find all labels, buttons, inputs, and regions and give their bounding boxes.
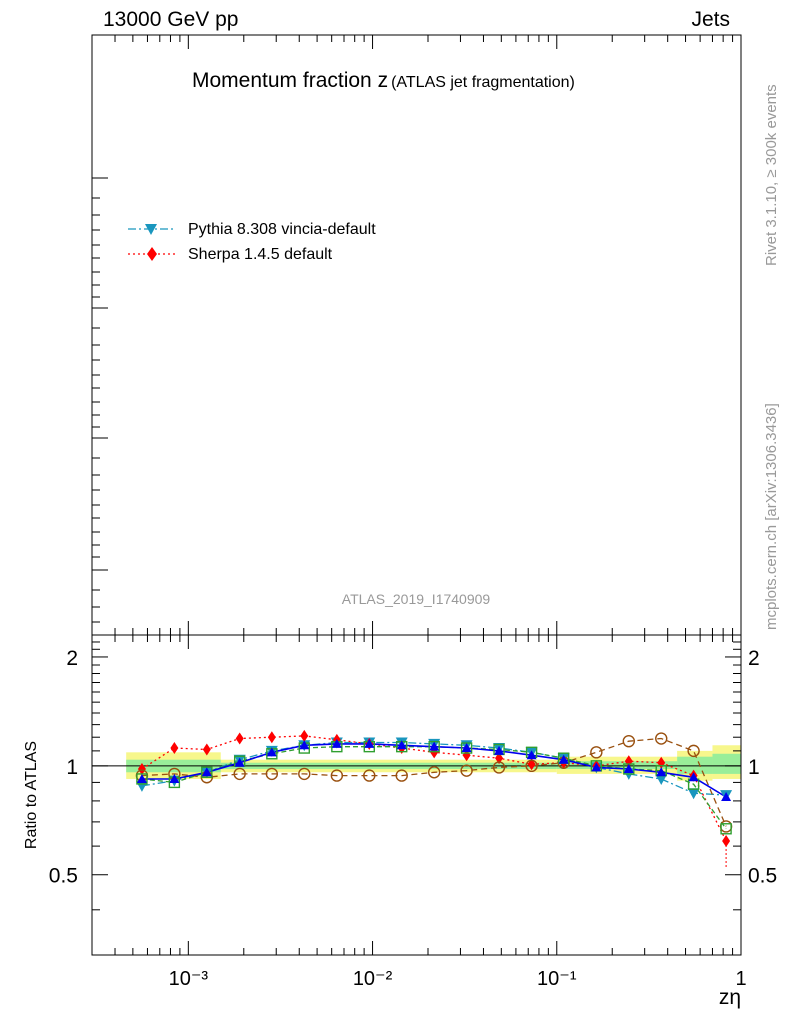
series-4-point-4	[266, 747, 277, 757]
uncertainty-band-inner-4	[712, 753, 741, 774]
uncertainty-band-inner-3	[677, 756, 713, 774]
series-1-point-1	[170, 742, 179, 755]
series-1-point-10	[462, 749, 471, 762]
y-tick-label-right: 2	[748, 647, 760, 670]
series-2-point-11	[492, 761, 506, 774]
series-2-point-5	[298, 767, 311, 781]
series-4-point-9	[429, 741, 440, 751]
ratio-panel-frame	[91, 634, 742, 956]
uncertainty-band-inner-2	[556, 761, 678, 770]
chart-title-main: Momentum fraction z	[192, 69, 388, 92]
series-2-point-16	[655, 732, 668, 745]
chart-title-suffix: (ATLAS jet fragmentation)	[391, 74, 575, 91]
series-4-point-15	[623, 764, 634, 774]
y-tick-label-right: 1	[748, 756, 760, 779]
series-1-point-4	[267, 731, 276, 744]
series-4-point-8	[396, 740, 407, 750]
series-4-point-17	[688, 772, 699, 782]
chart-title: Momentum fraction z (ATLAS jet fragmentat…	[192, 69, 575, 92]
series-2-point-6	[330, 769, 344, 782]
series-2-point-3	[233, 767, 246, 781]
series-2-point-12	[525, 759, 538, 773]
legend-sherpa-marker	[147, 247, 157, 261]
series-2-point-8	[395, 769, 408, 782]
series-4-point-2	[201, 767, 212, 777]
legend-pythia-marker	[145, 224, 157, 235]
series-4-point-1	[169, 773, 180, 783]
series-4-point-7	[364, 738, 375, 748]
series-1-point-11	[495, 752, 504, 765]
series-1-point-3	[235, 732, 244, 745]
y-tick-label-left: 2	[66, 647, 78, 670]
series-0-point-16	[655, 773, 668, 785]
y-tick-label-left: 0.5	[49, 865, 78, 888]
series-4-point-11	[494, 745, 505, 755]
series-1-point-18	[722, 834, 731, 847]
legend-sherpa-label: Sherpa 1.4.5 default	[188, 246, 333, 263]
analysis-id: ATLAS_2019_I1740909	[342, 591, 491, 607]
legend-pythia-label: Pythia 8.308 vincia-default	[188, 221, 376, 238]
x-tick-label: 10⁻²	[353, 968, 393, 990]
main-panel-frame	[91, 34, 742, 636]
series-4-point-13	[558, 754, 569, 764]
series-2-point-17	[687, 744, 700, 758]
x-tick-label: 10⁻¹	[537, 968, 577, 990]
series-4-point-5	[299, 740, 310, 750]
x-tick-label: 1	[735, 968, 746, 990]
series-4-point-6	[331, 738, 342, 748]
energy-label: 13000 GeV pp	[103, 8, 239, 31]
series-2-point-14	[590, 746, 603, 759]
y-tick-label-left: 1	[66, 756, 78, 779]
series-0-point-17	[687, 788, 700, 800]
y-tick-label-right: 0.5	[748, 865, 777, 888]
series-1-point-0	[137, 763, 146, 776]
series-3-point-18	[720, 823, 732, 835]
series-1-point-2	[202, 743, 211, 756]
series-4-point-18	[721, 792, 732, 802]
series-line-2	[141, 737, 727, 827]
series-4-point-10	[461, 743, 472, 753]
x-axis-label: zη	[719, 986, 741, 1009]
series-2-point-4	[265, 767, 279, 781]
series-2-point-9	[427, 766, 441, 779]
series-2-point-7	[363, 769, 376, 782]
series-4-point-14	[591, 762, 602, 772]
legend: Pythia 8.308 vincia-default Sherpa 1.4.5…	[128, 221, 376, 263]
series-4-point-16	[656, 767, 667, 777]
series-2-point-10	[460, 764, 473, 777]
series-2-point-15	[622, 734, 635, 748]
category-label: Jets	[691, 8, 730, 31]
series-1-point-5	[300, 729, 309, 742]
y-axis-label: Ratio to ATLAS	[23, 741, 40, 849]
series-4-point-0	[136, 773, 147, 783]
x-tick-label: 10⁻³	[169, 968, 209, 990]
series-2-point-18	[719, 820, 733, 833]
series-4-point-3	[234, 757, 245, 767]
series-4-point-12	[526, 750, 537, 760]
